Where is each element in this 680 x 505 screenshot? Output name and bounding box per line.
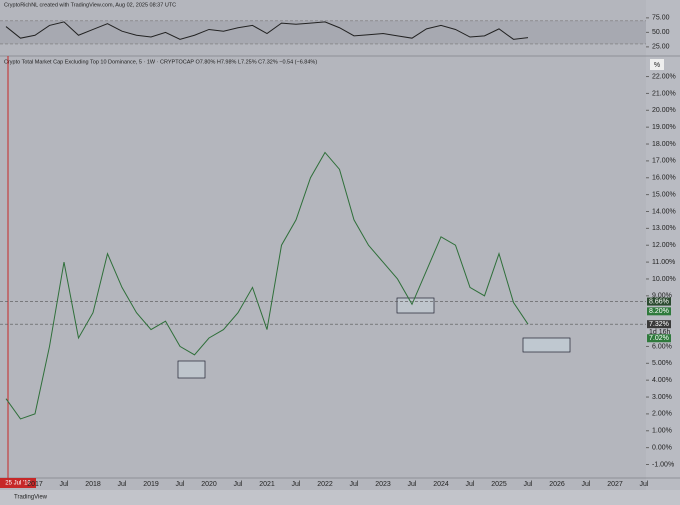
y-tick-label: 17.00% (652, 158, 676, 165)
price-tag-box (647, 320, 671, 329)
price-tag-box (647, 297, 671, 306)
cursor-label-box (0, 478, 36, 488)
zone-box (522, 337, 571, 353)
series-line (5, 21, 529, 40)
y-tick-label: 16.00% (652, 175, 676, 182)
x-tick-label: 2017 (27, 481, 43, 488)
y-tick-label: 11.00% (652, 259, 675, 266)
x-tick-label: Jul (60, 481, 69, 488)
x-tick-label: 2019 (143, 481, 159, 488)
y-tick-label: 22.00% (652, 73, 676, 80)
y-tick-label: 12.00% (652, 242, 676, 249)
y-tick-label: 4.00% (652, 377, 672, 384)
x-tick-label: 2021 (259, 481, 275, 488)
rsi-band (0, 20, 646, 44)
price-tag-box (647, 334, 671, 343)
header: CryptoRichNL created with TradingView.co… (4, 2, 176, 8)
x-tick-label: 2023 (375, 481, 391, 488)
x-tick-label: Jul (350, 481, 359, 488)
y-tick-label: 9.00% (652, 293, 672, 300)
countdown: 1d 16h (649, 329, 671, 336)
scale-badge-box (650, 59, 664, 70)
price-tag: 8.66% (649, 298, 669, 305)
price-axis-pane (646, 0, 680, 505)
x-tick-label: Jul (408, 481, 417, 488)
x-tick-label: 2022 (317, 481, 333, 488)
y-tick-label: 75.00 (652, 15, 670, 22)
legend: Crypto Total Market Cap Excluding Top 10… (4, 59, 317, 65)
series-line (5, 151, 529, 420)
zone-box (177, 360, 206, 379)
x-tick-label: Jul (234, 481, 243, 488)
x-tick-label: 2024 (433, 481, 449, 488)
y-tick-label: 0.00% (652, 444, 672, 451)
y-tick-label: 2.00% (652, 411, 672, 418)
y-tick-label: 18.00% (652, 141, 676, 148)
y-tick-label: 15.00% (652, 191, 676, 198)
zone-box (396, 297, 435, 314)
y-tick-label: 25.00 (652, 44, 670, 51)
y-tick-label: -1.00% (652, 461, 674, 468)
x-tick-label: 2026 (549, 481, 565, 488)
y-tick-label: 3.00% (652, 394, 672, 401)
y-tick-label: 14.00% (652, 208, 676, 215)
x-tick-label: 2020 (201, 481, 217, 488)
price-tag: 7.32% (649, 321, 669, 328)
scale-badge: % (654, 62, 660, 69)
x-tick-label: Jul (292, 481, 301, 488)
x-tick-label: 2027 (607, 481, 623, 488)
footer-bar (0, 490, 680, 505)
footer: TradingView (14, 495, 48, 501)
x-tick-label: 2025 (491, 481, 507, 488)
price-tag: 7.02% (649, 335, 669, 342)
y-tick-label: 10.00% (652, 276, 676, 283)
x-tick-label: 2018 (85, 481, 101, 488)
x-tick-label: Jul (176, 481, 185, 488)
x-tick-label: Jul (118, 481, 127, 488)
cursor-label: 25 Jul '16 (5, 481, 31, 487)
y-tick-label: 1.00% (652, 428, 672, 435)
y-tick-label: 5.00% (652, 360, 672, 367)
y-tick-label: 21.00% (652, 90, 676, 97)
y-tick-label: 20.00% (652, 107, 676, 114)
y-tick-label: 50.00 (652, 29, 670, 36)
y-tick-label: 13.00% (652, 225, 676, 232)
price-tag: 8.20% (649, 308, 669, 315)
x-tick-label: Jul (582, 481, 591, 488)
x-tick-label: Jul (466, 481, 475, 488)
price-tag-box (647, 307, 671, 316)
y-tick-label: 6.00% (652, 343, 672, 350)
y-tick-label: 19.00% (652, 124, 676, 131)
x-tick-label: Jul (640, 481, 649, 488)
x-tick-label: Jul (524, 481, 533, 488)
